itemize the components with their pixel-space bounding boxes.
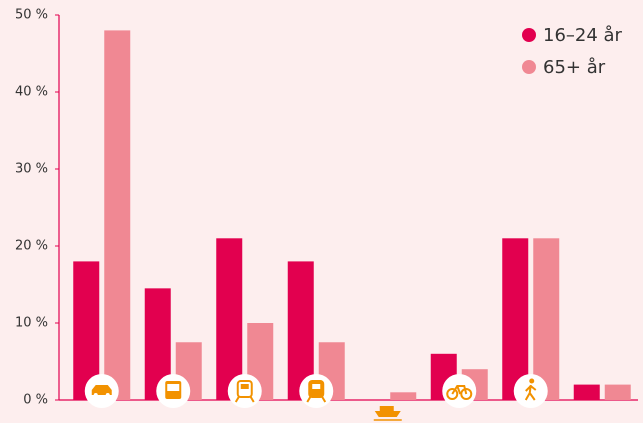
icon-wheel: [460, 388, 473, 400]
icon-window: [240, 384, 249, 389]
bar: [390, 392, 417, 400]
icon-boat: [374, 406, 401, 417]
category-icon: [156, 374, 191, 408]
bar: [573, 384, 600, 400]
bar: [216, 238, 243, 400]
y-tick-label: 0 %: [23, 393, 48, 408]
y-tick-label: 10 %: [15, 316, 48, 331]
icon-head: [529, 378, 535, 384]
icon-body: [524, 384, 537, 401]
y-tick-label: 50 %: [15, 8, 48, 23]
icon-window: [312, 384, 321, 389]
bar: [533, 238, 560, 400]
icon-wheel: [105, 393, 110, 397]
category-icon: [442, 374, 477, 408]
icon-badge: [227, 374, 262, 408]
bar: [604, 384, 631, 400]
icon-wheel: [93, 393, 98, 397]
y-tick-label: 20 %: [15, 239, 48, 254]
legend-label: 65+ år: [543, 57, 606, 78]
icon-window: [167, 384, 180, 391]
y-tick-label: 30 %: [15, 162, 48, 177]
legend-swatch: [522, 60, 536, 74]
icon-frame: [451, 385, 468, 395]
icon-wheel: [446, 388, 459, 400]
bar: [502, 238, 529, 400]
y-tick-label: 40 %: [15, 85, 48, 100]
icon-tram: [236, 380, 253, 398]
category-icon: [373, 406, 402, 421]
icon-car: [91, 385, 112, 395]
legend-swatch: [522, 28, 536, 42]
icon-rails: [306, 396, 327, 403]
bar: [104, 30, 131, 401]
category-icon: [513, 374, 548, 408]
category-icon: [299, 374, 334, 408]
category-icon: [84, 374, 119, 408]
legend-label: 16–24 år: [543, 25, 623, 46]
category-icon: [227, 374, 262, 408]
icon-rails: [234, 396, 255, 403]
